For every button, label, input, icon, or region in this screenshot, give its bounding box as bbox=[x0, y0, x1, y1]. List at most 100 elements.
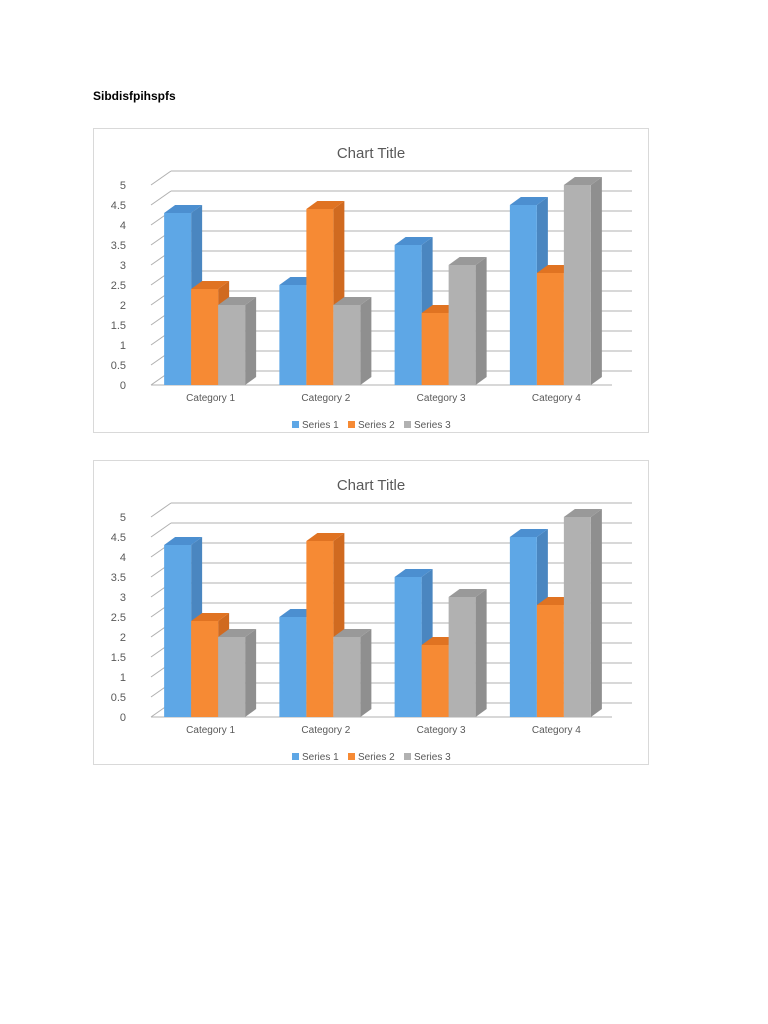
bar-front bbox=[509, 537, 537, 717]
bar-side bbox=[475, 589, 487, 717]
legend-label: Series 3 bbox=[414, 420, 451, 431]
bar-top bbox=[394, 237, 433, 245]
y-tick-label: 0.5 bbox=[111, 692, 126, 704]
bar-front bbox=[191, 621, 219, 717]
legend-label: Series 1 bbox=[302, 752, 339, 763]
bar-side bbox=[360, 629, 372, 717]
bar-top bbox=[563, 509, 602, 517]
bar-front bbox=[333, 637, 361, 717]
bar-series-3-category-2 bbox=[333, 629, 372, 717]
y-tick-label: 3.5 bbox=[111, 240, 126, 252]
bar-front bbox=[394, 245, 422, 385]
legend-swatch bbox=[404, 421, 411, 428]
bar-side bbox=[245, 629, 257, 717]
bar-series-3-category-2 bbox=[333, 297, 372, 385]
legend-label: Series 1 bbox=[302, 420, 339, 431]
legend-label: Series 2 bbox=[358, 420, 395, 431]
bar-front bbox=[218, 305, 246, 385]
chart-title: Chart Title bbox=[337, 477, 405, 494]
gridline-depth bbox=[150, 522, 172, 538]
bar-front bbox=[279, 617, 307, 717]
bar-top bbox=[191, 613, 230, 621]
y-tick-label: 5 bbox=[120, 180, 126, 192]
gridline-depth bbox=[150, 190, 172, 206]
chart-2: Chart Title 0 0.5 1 1.5 2 2.5 3 3.5 4 4.5 5 Category… bbox=[93, 460, 649, 765]
bar-front bbox=[448, 265, 476, 385]
bar-side bbox=[360, 297, 372, 385]
legend: Series 1 Series 2 Series 3 bbox=[292, 420, 451, 431]
bar-front bbox=[306, 541, 334, 717]
bar-series-3-category-3 bbox=[448, 589, 487, 717]
y-tick-label: 4.5 bbox=[111, 532, 126, 544]
category-label: Category 3 bbox=[417, 393, 466, 404]
bar-top bbox=[394, 569, 433, 577]
chart-1-svg: Chart Title 0 0.5 1 1.5 2 2.5 3 3.5 4 4.5 5 Category… bbox=[111, 145, 632, 431]
bar-series-3-category-3 bbox=[448, 257, 487, 385]
category-label: Category 2 bbox=[301, 725, 350, 736]
legend-label: Series 3 bbox=[414, 752, 451, 763]
bar-front bbox=[164, 545, 192, 717]
bar-front bbox=[394, 577, 422, 717]
bar-front bbox=[448, 597, 476, 717]
bars: Category 1 Category 2 Category 3 Category 4 bbox=[164, 177, 602, 404]
y-tick-label: 1.5 bbox=[111, 320, 126, 332]
legend: Series 1 Series 2 Series 3 bbox=[292, 752, 451, 763]
bar-side bbox=[590, 177, 602, 385]
bar-top bbox=[164, 205, 203, 213]
bar-series-3-category-4 bbox=[563, 177, 602, 385]
bar-side bbox=[590, 509, 602, 717]
bar-front bbox=[536, 605, 564, 717]
legend-swatch bbox=[292, 421, 299, 428]
bar-top bbox=[306, 201, 345, 209]
category-label: Category 3 bbox=[417, 725, 466, 736]
bar-front bbox=[563, 517, 591, 717]
gridline-depth bbox=[150, 170, 172, 186]
legend-label: Series 2 bbox=[358, 752, 395, 763]
bar-front bbox=[333, 305, 361, 385]
legend-swatch bbox=[292, 753, 299, 760]
bar-top bbox=[563, 177, 602, 185]
bar-front bbox=[191, 289, 219, 385]
legend-swatch bbox=[404, 753, 411, 760]
gridline-depth bbox=[150, 502, 172, 518]
y-tick-label: 4.5 bbox=[111, 200, 126, 212]
y-tick-label: 4 bbox=[120, 220, 126, 232]
y-tick-label: 1 bbox=[120, 672, 126, 684]
bar-front bbox=[536, 273, 564, 385]
bar-top bbox=[333, 629, 372, 637]
category-label: Category 4 bbox=[532, 725, 581, 736]
y-tick-label: 4 bbox=[120, 552, 126, 564]
y-tick-label: 2 bbox=[120, 632, 126, 644]
bar-front bbox=[218, 637, 246, 717]
bar-front bbox=[563, 185, 591, 385]
bar-top bbox=[218, 629, 257, 637]
bar-front bbox=[306, 209, 334, 385]
category-label: Category 4 bbox=[532, 393, 581, 404]
bar-side bbox=[245, 297, 257, 385]
y-tick-label: 1.5 bbox=[111, 652, 126, 664]
bar-top bbox=[509, 529, 548, 537]
y-tick-label: 0 bbox=[120, 380, 126, 392]
category-label: Category 1 bbox=[186, 393, 235, 404]
category-label: Category 2 bbox=[301, 393, 350, 404]
bar-front bbox=[421, 645, 449, 717]
y-tick-label: 2.5 bbox=[111, 280, 126, 292]
chart-1: Chart Title 0 0.5 1 1.5 2 2.5 3 3.5 4 4.5 5 Category… bbox=[93, 128, 649, 433]
y-tick-label: 5 bbox=[120, 512, 126, 524]
bar-series-3-category-1 bbox=[218, 297, 257, 385]
bars: Category 1 Category 2 Category 3 Category 4 bbox=[164, 509, 602, 736]
document-heading: Sibdisfpihspfs bbox=[93, 89, 176, 103]
bar-front bbox=[279, 285, 307, 385]
legend-swatch bbox=[348, 753, 355, 760]
y-tick-label: 2 bbox=[120, 300, 126, 312]
bar-top bbox=[509, 197, 548, 205]
bar-front bbox=[421, 313, 449, 385]
category-label: Category 1 bbox=[186, 725, 235, 736]
chart-title: Chart Title bbox=[337, 145, 405, 162]
bar-top bbox=[448, 589, 487, 597]
bar-top bbox=[218, 297, 257, 305]
legend-swatch bbox=[348, 421, 355, 428]
bar-side bbox=[475, 257, 487, 385]
gridlines: 0 0.5 1 1.5 2 2.5 3 3.5 4 4.5 5 bbox=[111, 502, 632, 724]
y-tick-label: 0 bbox=[120, 712, 126, 724]
